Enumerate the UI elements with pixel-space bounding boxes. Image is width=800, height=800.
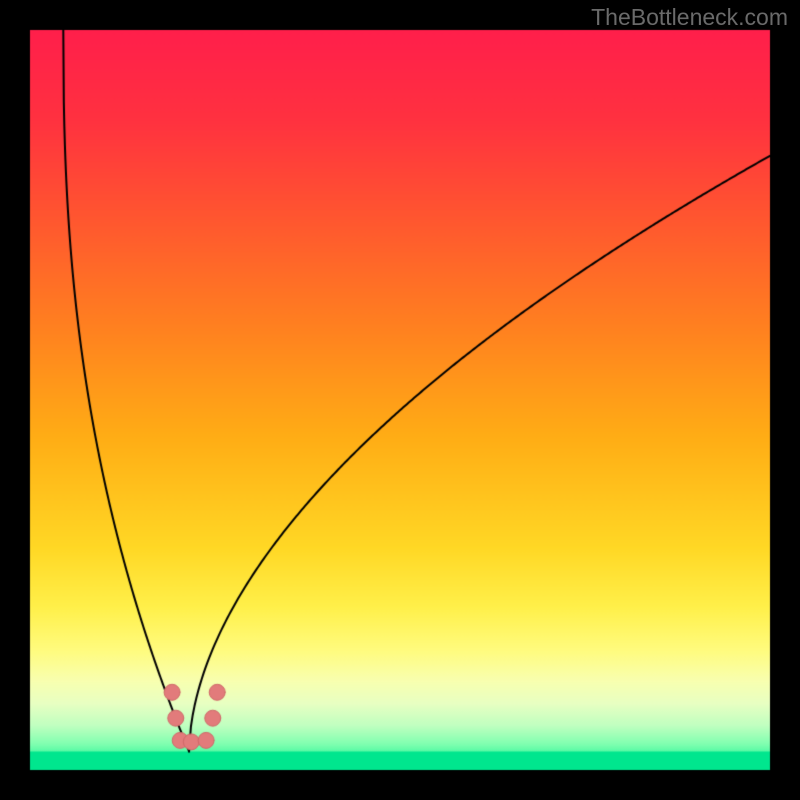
bottleneck-chart-canvas	[0, 0, 800, 800]
chart-container: TheBottleneck.com	[0, 0, 800, 800]
watermark-text: TheBottleneck.com	[591, 4, 788, 31]
